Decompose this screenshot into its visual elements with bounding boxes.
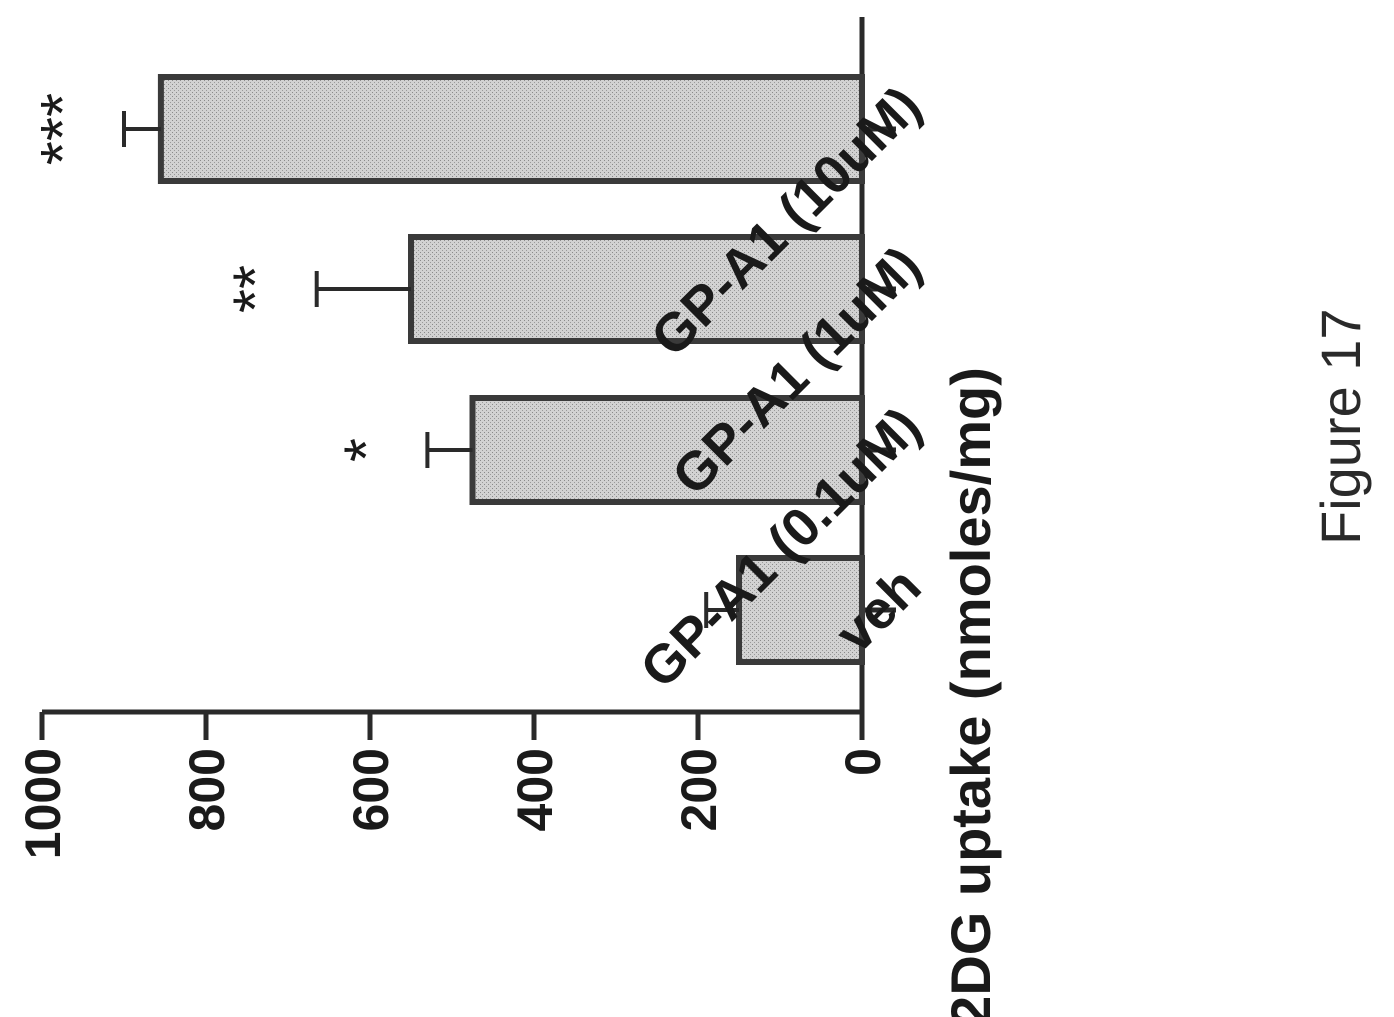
y-tick-label: 800	[179, 748, 235, 831]
y-tick-label: 0	[835, 748, 891, 776]
significance-marker: **	[222, 265, 291, 313]
y-tick-label: 400	[507, 748, 563, 831]
figure-caption: Figure 17	[1309, 308, 1372, 545]
y-tick-label: 1000	[15, 748, 71, 859]
y-tick-label: 600	[343, 748, 399, 831]
significance-marker: *	[332, 438, 401, 462]
y-tick-label: 200	[671, 748, 727, 831]
significance-marker: ***	[29, 93, 98, 165]
y-axis-title: 2DG uptake (nmoles/mg)	[939, 367, 1002, 1017]
bar	[157, 74, 865, 184]
